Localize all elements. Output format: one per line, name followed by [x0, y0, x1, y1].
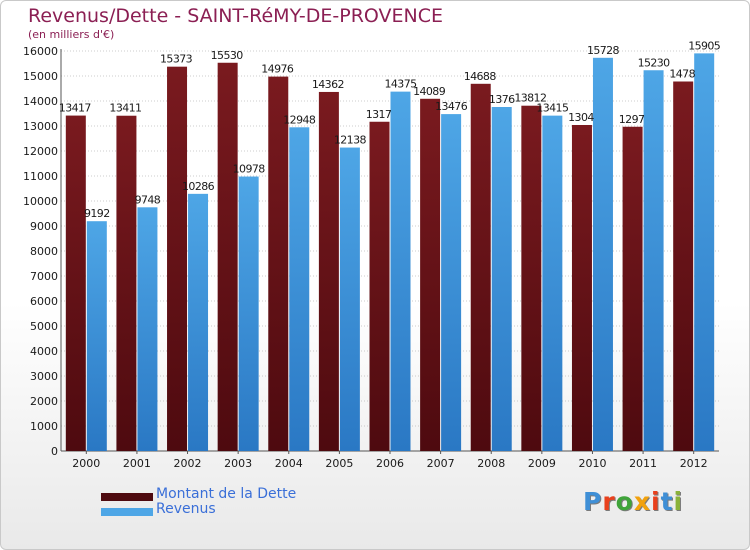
x-tick-label: 2000 — [72, 457, 100, 470]
bar-revenue — [491, 107, 512, 451]
logo-letter: r — [602, 487, 616, 516]
bar-debt — [622, 126, 643, 451]
x-tick-label: 2004 — [275, 457, 303, 470]
data-label-revenue: 10286 — [182, 180, 215, 193]
bar-debt — [369, 121, 390, 451]
bar-debt — [420, 98, 441, 452]
y-tick-label: 12000 — [23, 145, 58, 158]
y-tick-label: 1000 — [30, 420, 58, 433]
y-tick-label: 16000 — [23, 45, 58, 58]
bar-debt — [571, 125, 592, 451]
y-tick-label: 5000 — [30, 320, 58, 333]
logo-letter: i — [673, 487, 684, 516]
bar-revenue — [289, 127, 310, 452]
data-label-revenue: 9748 — [135, 193, 161, 206]
x-tick-label: 2003 — [224, 457, 252, 470]
bar-debt — [318, 91, 339, 451]
y-tick-label: 4000 — [30, 345, 58, 358]
chart-subtitle: (en milliers d'€) — [28, 28, 115, 41]
x-tick-label: 2010 — [578, 457, 606, 470]
data-label-debt: 14688 — [464, 70, 497, 83]
data-label-debt: 15530 — [211, 49, 244, 62]
data-label-debt: 15373 — [160, 53, 193, 66]
x-tick-label: 2007 — [427, 457, 455, 470]
data-label-debt: 1478 — [669, 68, 695, 81]
x-tick-label: 2011 — [629, 457, 657, 470]
data-label-revenue: 14375 — [385, 78, 418, 91]
data-label-revenue: 15728 — [587, 44, 620, 57]
y-tick-label: 0 — [51, 445, 58, 458]
data-label-debt: 13417 — [59, 102, 92, 115]
x-tick-label: 2001 — [123, 457, 151, 470]
bar-debt — [167, 66, 188, 452]
x-tick-label: 2002 — [174, 457, 202, 470]
data-label-debt: 14089 — [413, 85, 446, 98]
y-tick-label: 13000 — [23, 120, 58, 133]
bar-revenue — [542, 115, 563, 451]
data-label-revenue: 12138 — [334, 134, 367, 147]
data-label-revenue: 15905 — [688, 39, 721, 52]
chart-title: Revenus/Dette - SAINT-RéMY-DE-PROVENCE — [28, 5, 444, 27]
bar-revenue — [238, 176, 259, 452]
y-tick-label: 7000 — [30, 270, 58, 283]
logo-letter: t — [660, 487, 674, 516]
data-label-revenue: 12948 — [283, 113, 316, 126]
bar-revenue — [339, 147, 360, 452]
bar-debt — [470, 83, 491, 452]
legend-label-debt: Montant de la Dette — [156, 486, 297, 502]
data-label-debt: 14362 — [312, 78, 344, 91]
y-tick-label: 6000 — [30, 295, 58, 308]
data-label-revenue: 13476 — [435, 100, 468, 113]
x-tick-label: 2008 — [477, 457, 505, 470]
data-label-debt: 1317 — [366, 108, 392, 121]
data-label-revenue: 9192 — [84, 207, 110, 220]
y-tick-label: 9000 — [30, 220, 58, 233]
data-label-debt: 14976 — [261, 63, 294, 76]
legend-swatch-debt — [101, 493, 153, 501]
logo-letter: x — [633, 487, 651, 516]
bar-revenue — [592, 57, 613, 452]
y-tick-label: 3000 — [30, 370, 58, 383]
bar-revenue — [694, 53, 715, 451]
x-tick-label: 2005 — [325, 457, 353, 470]
y-tick-label: 14000 — [23, 95, 58, 108]
bar-revenue — [390, 91, 411, 451]
data-label-debt: 13411 — [109, 102, 141, 115]
data-label-debt: 1304 — [568, 111, 594, 124]
data-label-revenue: 13415 — [536, 102, 569, 115]
y-tick-label: 15000 — [23, 70, 58, 83]
logo-letter: o — [615, 487, 634, 516]
bar-debt — [217, 62, 238, 451]
data-label-revenue: 1376 — [489, 93, 515, 106]
bar-revenue — [643, 70, 664, 451]
bar-debt — [673, 81, 694, 451]
y-tick-label: 10000 — [23, 195, 58, 208]
logo-letter: i — [651, 487, 661, 516]
logo-letter: P — [583, 487, 603, 516]
bar-revenue — [86, 221, 107, 451]
data-label-debt: 1297 — [619, 113, 645, 126]
data-label-revenue: 10978 — [233, 163, 266, 176]
x-tick-label: 2009 — [528, 457, 556, 470]
y-tick-label: 2000 — [30, 395, 58, 408]
bar-revenue — [188, 193, 209, 451]
data-label-revenue: 15230 — [638, 56, 671, 69]
y-tick-label: 11000 — [23, 170, 58, 183]
proxiti-logo: Proxiti — [583, 487, 683, 516]
bar-revenue — [137, 207, 158, 451]
legend-label-revenue: Revenus — [156, 501, 216, 517]
bar-revenue — [441, 114, 462, 451]
x-tick-label: 2012 — [680, 457, 708, 470]
bar-debt — [116, 115, 137, 451]
data-label-debt: 13812 — [514, 92, 546, 105]
x-tick-label: 2006 — [376, 457, 404, 470]
y-tick-label: 8000 — [30, 245, 58, 258]
bar-debt — [268, 76, 289, 451]
legend-swatch-revenue — [101, 508, 153, 516]
bar-debt — [521, 105, 542, 451]
bar-debt — [65, 115, 86, 451]
